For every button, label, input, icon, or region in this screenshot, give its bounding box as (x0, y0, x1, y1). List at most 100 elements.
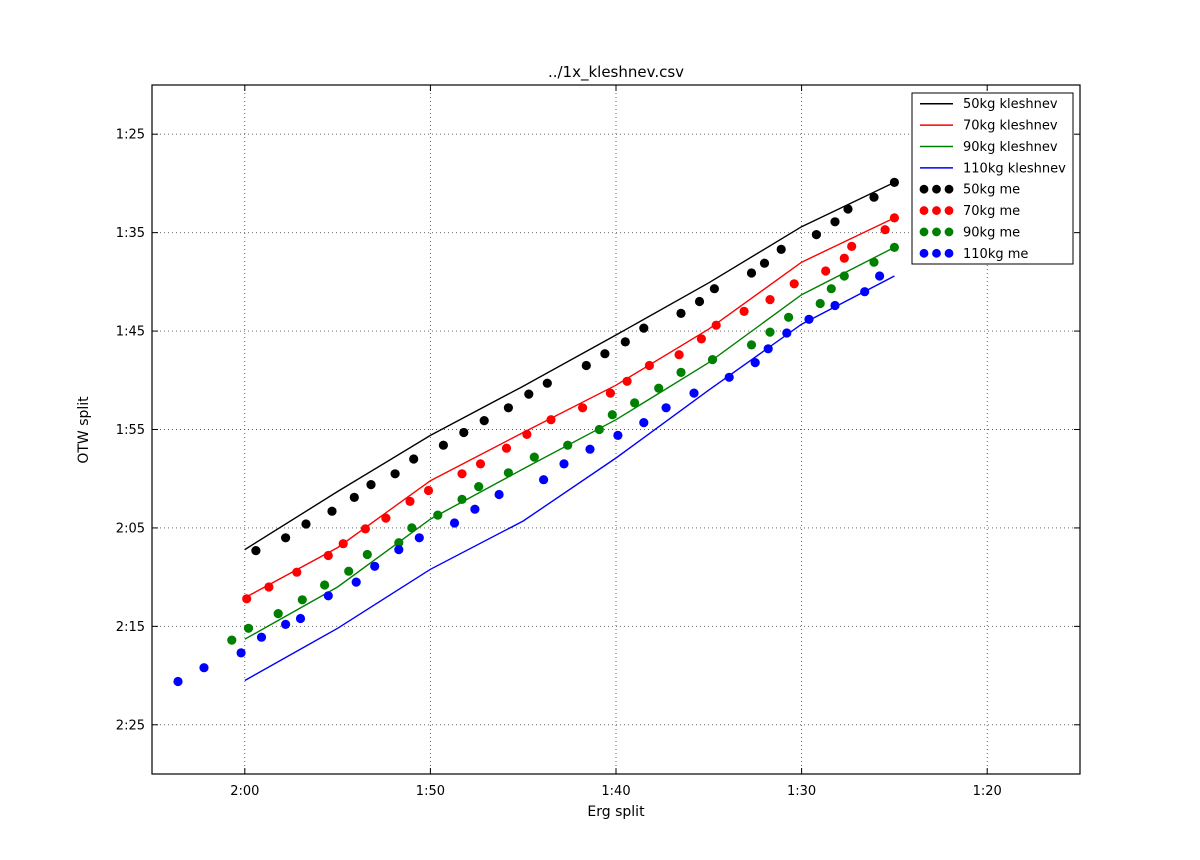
data-point (676, 308, 686, 318)
legend-label: 90kg me (963, 225, 1020, 240)
data-point (889, 213, 900, 223)
data-point (776, 244, 786, 254)
legend-dot-swatch (944, 248, 954, 258)
data-point (295, 613, 306, 624)
y-tick-label: 2:25 (116, 718, 145, 733)
legend-entry: 90kg kleshnev (920, 140, 1058, 155)
series-dots-110kg-me (173, 271, 885, 687)
data-point (264, 582, 274, 592)
data-point (578, 403, 588, 413)
x-tick-label: 1:40 (601, 784, 630, 799)
legend-entry: 110kg me (919, 247, 1028, 262)
data-point (639, 323, 649, 333)
y-tick-label: 2:15 (116, 620, 145, 635)
legend-entry: 70kg kleshnev (920, 119, 1058, 134)
legend-dot-swatch (919, 227, 929, 237)
legend-dot-swatch (944, 227, 954, 237)
data-point (830, 300, 840, 311)
legend-entry: 50kg kleshnev (920, 97, 1058, 112)
data-point (362, 549, 372, 560)
data-point (323, 591, 333, 601)
grid-layer (152, 85, 1080, 774)
data-point (739, 306, 749, 316)
data-point (199, 663, 209, 673)
data-point (784, 312, 794, 322)
data-point (524, 389, 534, 399)
data-point (546, 415, 556, 425)
legend-dot-swatch (919, 184, 929, 194)
series-layer (173, 177, 900, 687)
data-point (826, 284, 836, 294)
x-tick-label: 1:30 (787, 784, 816, 799)
data-point (433, 510, 443, 520)
legend-dot-swatch (919, 248, 929, 258)
legend-dot-swatch (919, 206, 929, 215)
x-tick-label: 2:00 (230, 784, 259, 799)
data-point (394, 545, 404, 555)
data-point (880, 225, 890, 235)
legend-entry: 50kg me (919, 183, 1020, 198)
data-point (366, 480, 376, 490)
data-point (811, 230, 822, 240)
data-point (360, 524, 370, 534)
data-point (711, 320, 721, 330)
y-tick-label: 2:05 (116, 521, 145, 536)
data-point (227, 635, 237, 645)
data-point (765, 295, 775, 305)
legend-dot-swatch (932, 206, 941, 215)
data-point (644, 360, 655, 371)
data-point (173, 676, 183, 687)
series-dots-50kg-me (251, 177, 900, 556)
data-point (501, 443, 512, 453)
data-point (351, 577, 361, 587)
data-point (457, 469, 467, 479)
data-point (457, 494, 467, 504)
data-point (746, 340, 757, 350)
data-point (839, 271, 849, 281)
data-point (405, 496, 415, 506)
data-point (251, 546, 261, 556)
data-point (273, 609, 283, 619)
legend-label: 50kg me (963, 183, 1020, 198)
legend-entry: 70kg me (919, 204, 1020, 219)
data-point (709, 284, 720, 294)
data-point (622, 376, 632, 386)
legend-dot-swatch (944, 184, 954, 194)
data-point (839, 253, 849, 263)
y-tick-label: 1:35 (116, 226, 145, 241)
data-point (889, 242, 900, 252)
y-axis-label: OTW split (76, 396, 92, 464)
legend-label: 70kg me (963, 204, 1020, 219)
series-line-110kg-kleshnev (244, 275, 895, 682)
legend-dot-swatch (932, 248, 941, 258)
data-point (830, 217, 840, 227)
data-point (815, 298, 825, 309)
legend-label: 110kg me (963, 247, 1028, 262)
legend-entry: 90kg me (919, 225, 1020, 240)
data-point (875, 271, 885, 281)
data-point (563, 440, 573, 450)
data-point (474, 482, 484, 492)
data-point (409, 454, 419, 464)
data-point (639, 418, 649, 428)
data-point (707, 355, 718, 365)
data-point (338, 539, 348, 549)
data-point (746, 268, 757, 278)
data-point (529, 452, 539, 462)
data-point (750, 358, 760, 368)
x-tick-label: 1:50 (416, 784, 445, 799)
legend: 50kg kleshnev 70kg kleshnev 90kg kleshnev 1… (911, 92, 1074, 265)
x-tick-label: 1:20 (973, 784, 1002, 799)
chart-title: ../1x_kleshnev.csv (548, 63, 684, 82)
data-point (605, 388, 616, 398)
legend-label: 50kg kleshnev (963, 97, 1058, 112)
data-point (320, 580, 330, 590)
data-point (256, 632, 267, 642)
data-point (843, 204, 853, 214)
series-line-70kg-kleshnev (244, 217, 895, 599)
data-point (724, 372, 734, 382)
legend-dot-swatch (932, 227, 941, 237)
data-point (676, 367, 686, 377)
